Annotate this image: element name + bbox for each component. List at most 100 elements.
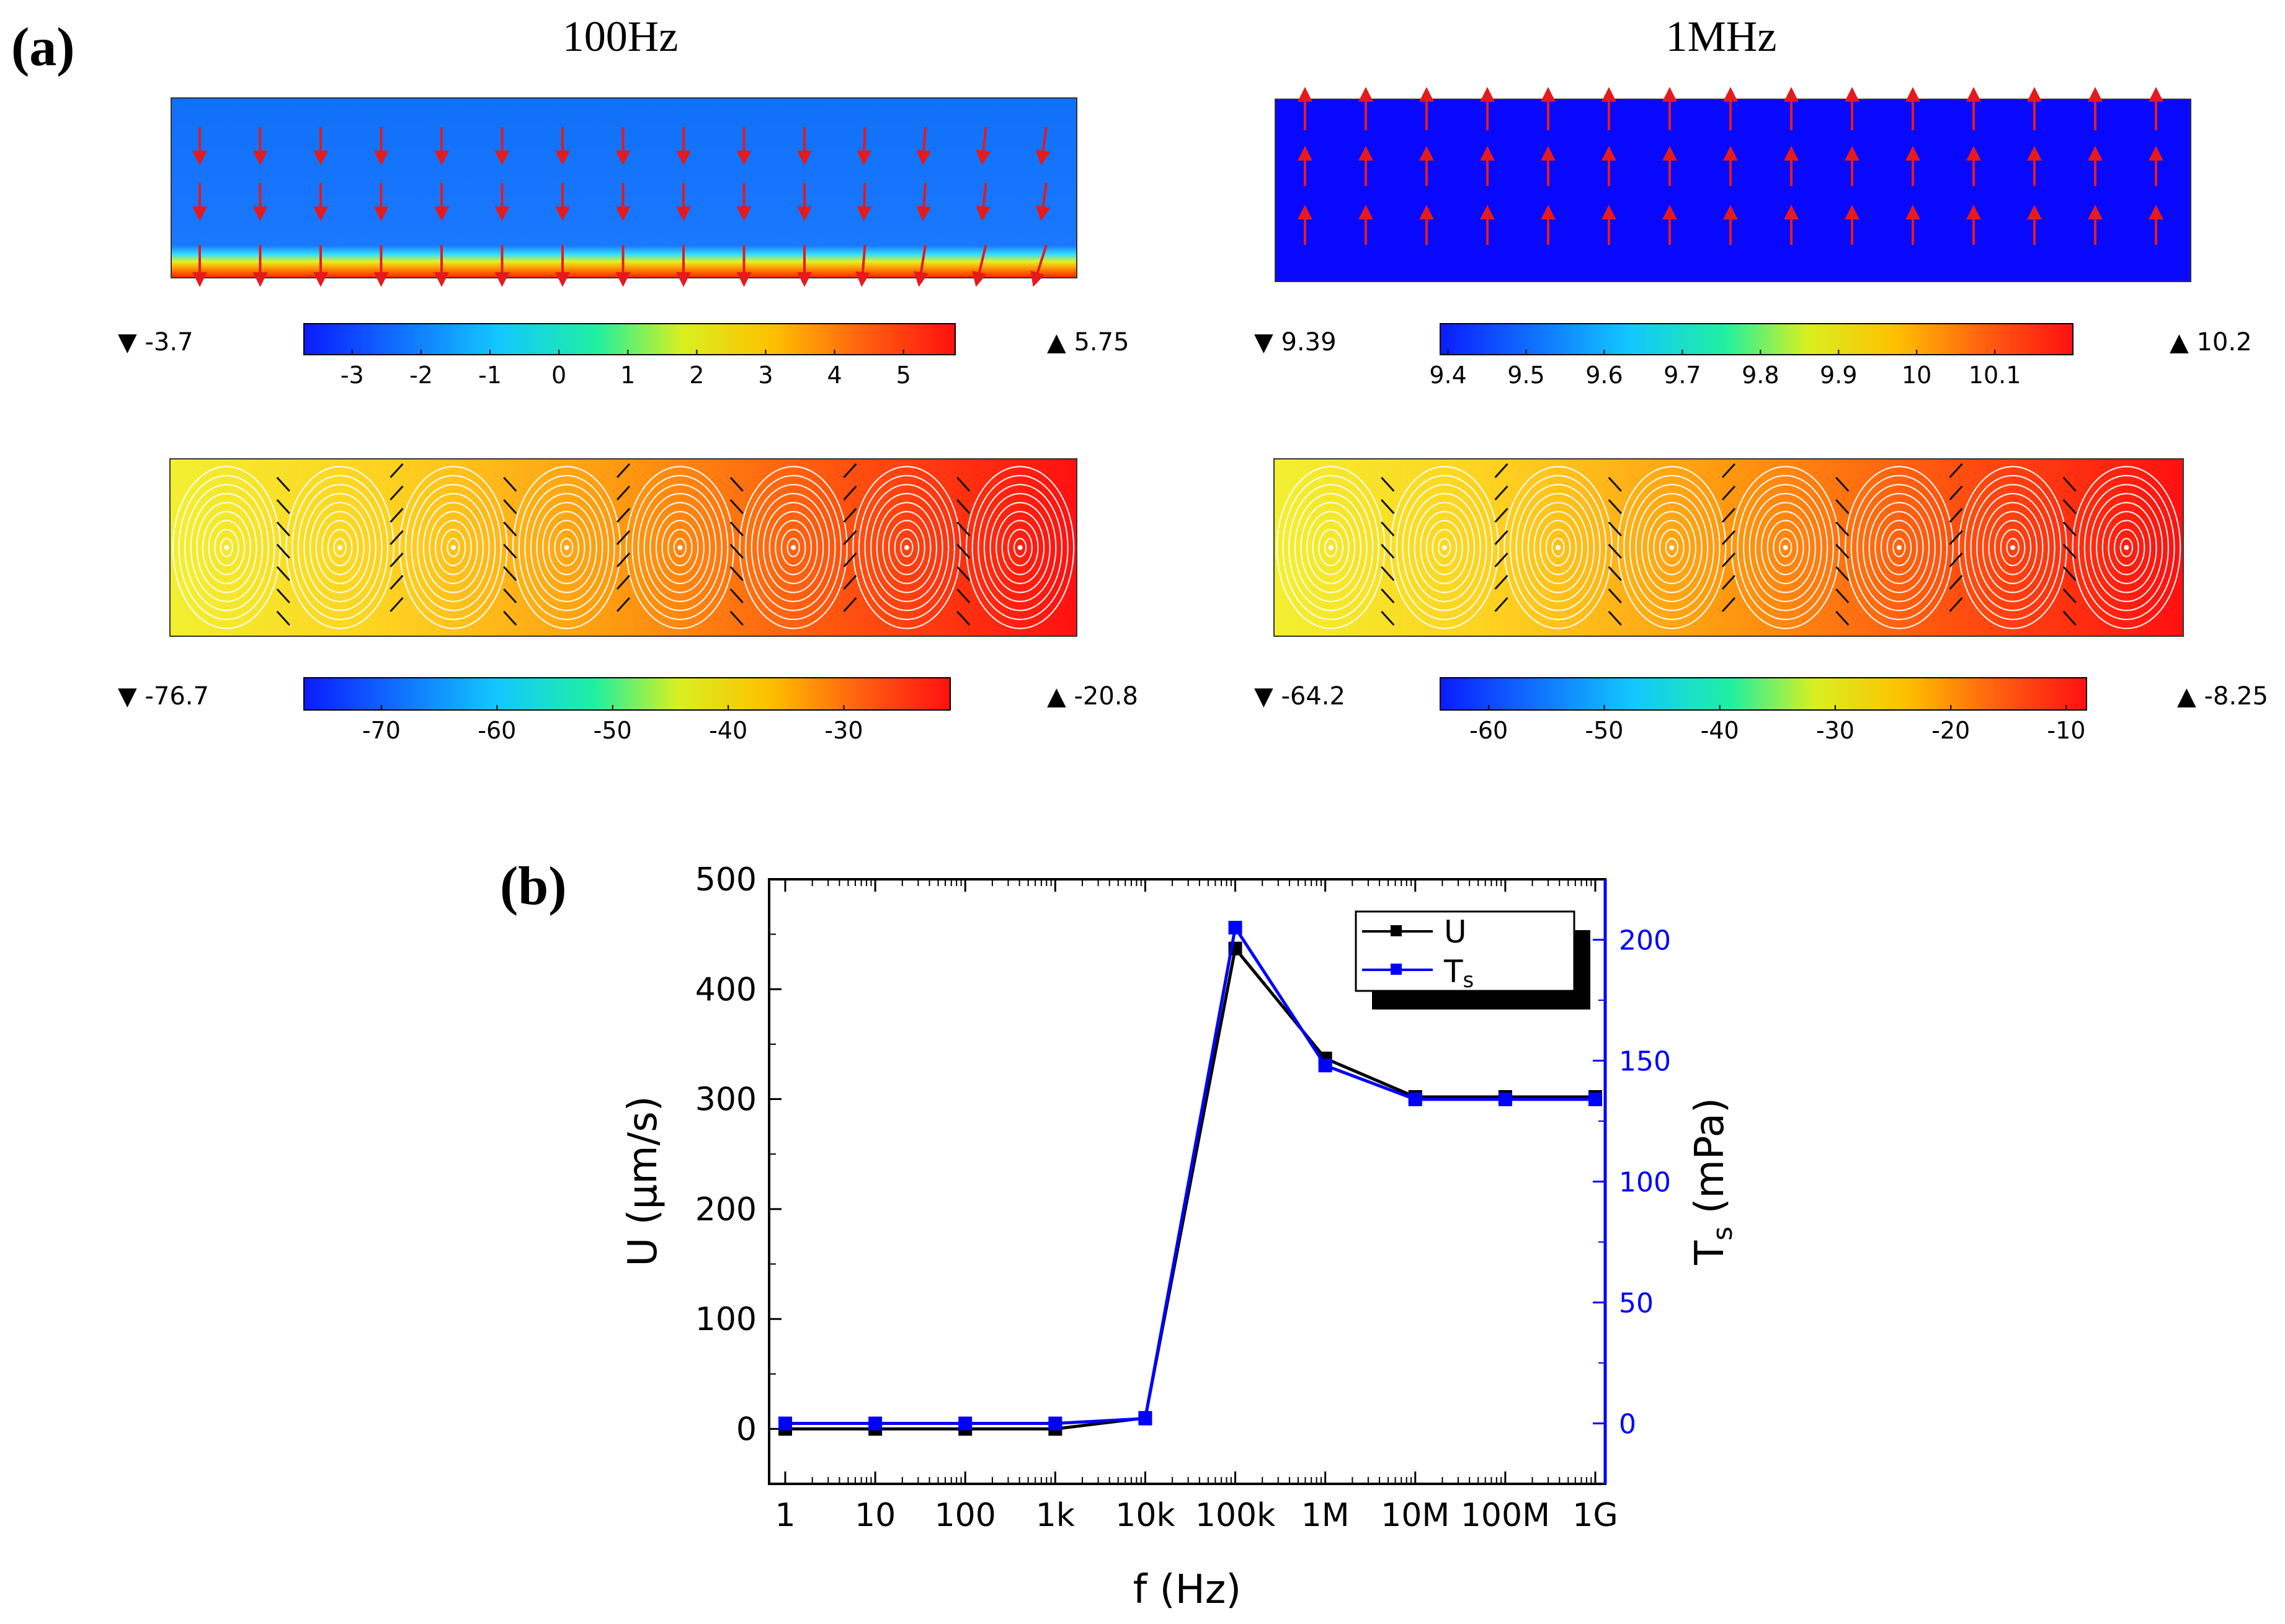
streamline: [1389, 466, 1499, 629]
streamline: [1755, 502, 1816, 593]
colorbar-tick-label: -20: [1931, 717, 1970, 744]
streamline: [440, 528, 466, 567]
velocity-arrow: [503, 499, 517, 515]
velocity-arrow: [616, 552, 631, 568]
colorbar-tick-label: -50: [594, 717, 632, 744]
streamline: [1994, 520, 2032, 575]
streamline: [1300, 502, 1361, 593]
streamline: [876, 502, 938, 593]
streamline: [1312, 520, 1350, 575]
streamline: [2108, 520, 2145, 575]
streamline: [1318, 528, 1344, 567]
field-arrow: [1035, 126, 1051, 166]
velocity-arrow: [1721, 463, 1736, 479]
velocity-arrow: [956, 543, 971, 559]
velocity-arrow: [1835, 566, 1850, 582]
velocity-arrow: [729, 499, 744, 515]
velocity-arrow: [1608, 476, 1622, 492]
streamline: [1862, 492, 1936, 603]
colorbar-tick-label: 0: [551, 362, 566, 389]
vortex-center: [1669, 545, 1675, 550]
colorbar: [1440, 323, 2073, 355]
velocity-arrow: [1721, 485, 1736, 501]
streamline: [745, 474, 842, 621]
velocity-arrow: [843, 507, 857, 523]
field-arrow: [914, 244, 929, 287]
colorbar-tick-label: 3: [758, 362, 773, 389]
colorbar-tick-label: -3: [341, 362, 364, 389]
velocity-arrow: [390, 507, 404, 523]
velocity-arrow: [1608, 521, 1622, 537]
streamline-vortices-1mhz: [1276, 463, 2181, 629]
velocity-arrow: [956, 476, 971, 492]
streamline: [1766, 520, 1804, 575]
streamline: [417, 492, 490, 603]
streamline: [1001, 520, 1039, 575]
velocity-arrow: [390, 552, 404, 568]
streamline: [1778, 538, 1793, 557]
streamline: [1396, 474, 1494, 621]
series-point-1: [778, 1416, 792, 1431]
streamline: [434, 520, 472, 575]
velocity-arrow: [1949, 597, 1963, 613]
colorbar-tick-label: 10.1: [1969, 362, 2021, 389]
x-tick-label: 100: [935, 1497, 996, 1534]
velocity-arrow: [729, 588, 744, 604]
frequency-chart: 1 10 100 1k 10k 100k 1M 10M 100M 1G 0 100 200 300 400…: [620, 861, 1739, 1613]
streamline: [1306, 510, 1356, 585]
colorbar-min-label: ▼ -76.7: [118, 682, 209, 711]
streamline: [1647, 510, 1697, 585]
velocity-arrow: [1381, 566, 1395, 582]
streamline: [542, 510, 592, 585]
legend: U Ts: [1355, 910, 1590, 1009]
panel-a-label: (a): [11, 17, 75, 78]
series-point-1: [1228, 921, 1242, 934]
vortex-center: [791, 545, 796, 550]
velocity-arrow: [1835, 499, 1850, 515]
velocity-arrow: [1494, 485, 1508, 501]
streamline: [309, 502, 371, 593]
streamline: [1438, 538, 1451, 557]
streamline: [1509, 474, 1607, 621]
streamline: [1743, 484, 1828, 611]
streamline: [333, 538, 347, 557]
x-tick-label: 10k: [1115, 1497, 1175, 1534]
streamline: [1737, 474, 1834, 621]
colorbar-min-label: ▼ -3.7: [118, 328, 194, 357]
streamline: [297, 484, 383, 611]
streamline: [1294, 492, 1368, 603]
y-left-tick-label: 500: [695, 861, 757, 899]
streamline: [530, 492, 604, 603]
velocity-arrow: [1721, 574, 1736, 590]
velocity-arrow: [843, 552, 857, 568]
series-line-1: [785, 923, 1595, 1425]
vortex-center: [1441, 545, 1447, 550]
velocity-arrow: [843, 485, 857, 501]
streamline: [447, 538, 460, 557]
streamline: [1659, 528, 1685, 567]
streamline: [1629, 484, 1714, 611]
streamline: [1402, 484, 1487, 611]
streamline: [518, 474, 615, 621]
colorbar-tick-label: 9.4: [1429, 362, 1466, 389]
streamline: [768, 510, 818, 585]
streamline: [2113, 528, 2139, 567]
streamline: [900, 538, 914, 557]
velocity-arrow: [1381, 543, 1395, 559]
colorbar-tick-label: 4: [827, 362, 842, 389]
streamline: [1521, 492, 1595, 603]
streamline: [2000, 528, 2026, 567]
streamline: [1007, 528, 1033, 567]
streamline: [429, 510, 478, 585]
vortex-center: [224, 545, 229, 550]
x-tick-label: 1: [775, 1497, 795, 1534]
vortex-center: [1783, 545, 1788, 550]
velocity-arrow: [503, 566, 517, 582]
colorbar-tick-label: 10: [1902, 362, 1931, 389]
velocity-arrow: [1608, 566, 1622, 582]
velocity-arrow: [1494, 552, 1508, 568]
streamline: [285, 466, 394, 629]
velocity-arrow: [1949, 485, 1963, 501]
streamline: [1324, 538, 1338, 557]
